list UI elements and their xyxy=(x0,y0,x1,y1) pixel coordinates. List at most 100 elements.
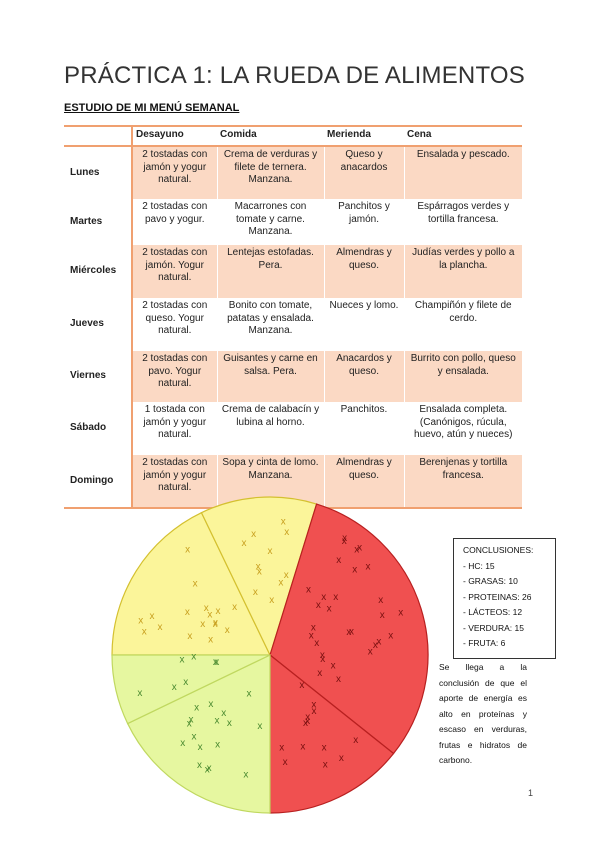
pie-marker: x xyxy=(215,716,220,727)
pie-marker: x xyxy=(368,646,373,657)
pie-marker: x xyxy=(303,718,308,729)
pie-marker: x xyxy=(197,760,202,771)
pie-marker: x xyxy=(221,708,226,719)
pie-marker: x xyxy=(216,606,221,617)
pie-marker: x xyxy=(183,677,188,688)
table-row: Viernes 2 tostadas con pavo. Yogur natur… xyxy=(64,351,522,402)
pie-marker: x xyxy=(187,719,192,730)
cena-cell: Ensalada y pescado. xyxy=(403,146,522,199)
pie-marker: x xyxy=(281,516,286,527)
pie-marker: x xyxy=(257,721,262,732)
comida-cell: Crema de verduras y filete de ternera. M… xyxy=(216,146,324,199)
desayuno-cell: 2 tostadas con pavo y yogur. xyxy=(131,199,217,245)
cena-cell: Judías verdes y pollo a la plancha. xyxy=(403,245,522,298)
pie-marker: x xyxy=(306,585,311,596)
day-label: Jueves xyxy=(64,298,133,351)
cena-cell: Ensalada completa. (Canónigos, rúcula, h… xyxy=(403,402,522,455)
pie-slice-grasas xyxy=(200,496,318,657)
pie-marker: x xyxy=(138,616,143,627)
conclusion-paragraph: Se llega a la conclusión de que el aport… xyxy=(439,662,527,765)
day-label: Martes xyxy=(64,199,133,245)
pie-marker: x xyxy=(376,636,381,647)
pie-marker: x xyxy=(311,699,316,710)
pie-marker: x xyxy=(257,567,262,578)
pie-marker: x xyxy=(205,765,210,776)
pie-slice-hc xyxy=(111,511,271,656)
pie-marker: x xyxy=(180,738,185,749)
page-title: PRÁCTICA 1: LA RUEDA DE ALIMENTOS xyxy=(64,62,525,89)
pie-marker: x xyxy=(339,753,344,764)
pie-marker: x xyxy=(366,561,371,572)
comida-cell: Lentejas estofadas. Pera. xyxy=(216,245,324,298)
pie-marker: x xyxy=(194,703,199,714)
desayuno-cell: 2 tostadas con jamón. Yogur natural. xyxy=(131,245,217,298)
conclusion-item: - PROTEINAS: 26 xyxy=(463,591,532,602)
pie-marker: x xyxy=(317,668,322,679)
pie-marker: x xyxy=(284,527,289,538)
pie-marker: x xyxy=(311,622,316,633)
pie-marker: x xyxy=(346,627,351,638)
comida-cell: Crema de calabacín y lubina al horno. xyxy=(216,402,324,455)
merienda-cell: Queso y anacardos xyxy=(323,146,404,199)
weekly-menu-table: Desayuno Comida Merienda Cena Lunes 2 to… xyxy=(64,125,522,509)
cena-cell: Burrito con pollo, queso y ensalada. xyxy=(403,351,522,402)
table-header-row: Desayuno Comida Merienda Cena xyxy=(64,125,522,147)
comida-cell: Macarrones con tomate y carne. Manzana. xyxy=(216,199,324,245)
pie-marker: x xyxy=(353,735,358,746)
desayuno-cell: 1 tostada con jamón y yogur natural. xyxy=(131,402,217,455)
pie-marker: x xyxy=(352,565,357,576)
pie-marker: x xyxy=(305,716,310,727)
cena-cell: Espárragos verdes y tortilla francesa. xyxy=(403,199,522,245)
pie-marker: x xyxy=(269,595,274,606)
pie-marker: x xyxy=(320,654,325,665)
table-row: Miércoles 2 tostadas con jamón. Yogur na… xyxy=(64,245,522,298)
pie-marker: x xyxy=(321,592,326,603)
table-row: Lunes 2 tostadas con jamón y yogur natur… xyxy=(64,146,522,199)
header-comida: Comida xyxy=(217,125,324,147)
pie-marker: x xyxy=(207,610,212,621)
pie-marker: x xyxy=(300,742,305,753)
merienda-cell: Nueces y lomo. xyxy=(323,298,404,351)
pie-marker: x xyxy=(373,640,378,651)
pie-marker: x xyxy=(314,638,319,649)
pie-marker: x xyxy=(192,732,197,743)
pie-marker: x xyxy=(342,536,347,547)
conclusion-item: - LÁCTEOS: 12 xyxy=(463,607,523,617)
pie-marker: x xyxy=(388,631,393,642)
pie-marker: x xyxy=(142,627,147,638)
conclusion-item: - VERDURA: 15 xyxy=(463,622,524,633)
day-label: Lunes xyxy=(64,146,133,199)
pie-marker: x xyxy=(278,578,283,589)
header-cena: Cena xyxy=(404,125,522,147)
pie-marker: x xyxy=(204,603,209,614)
desayuno-cell: 2 tostadas con pavo. Yogur natural. xyxy=(131,351,217,402)
pie-marker: x xyxy=(172,682,177,693)
pie-marker: x xyxy=(213,618,218,629)
pie-marker: x xyxy=(185,607,190,618)
pie-marker: x xyxy=(256,561,261,572)
pie-marker: x xyxy=(180,655,185,666)
cena-cell: Berenjenas y tortilla francesa. xyxy=(403,455,522,509)
pie-marker: x xyxy=(322,742,327,753)
pie-marker: x xyxy=(191,652,196,663)
pie-marker: x xyxy=(247,689,252,700)
pie-marker: x xyxy=(208,699,213,710)
conclusion-item: - FRUTA: 6 xyxy=(463,638,506,648)
pie-marker: x xyxy=(309,630,314,641)
merienda-cell: Almendras y queso. xyxy=(323,245,404,298)
pie-marker: x xyxy=(187,631,192,642)
pie-marker: x xyxy=(158,622,163,633)
pie-marker: x xyxy=(213,657,218,668)
day-label: Domingo xyxy=(64,455,133,509)
pie-marker: x xyxy=(227,718,232,729)
pie-marker: x xyxy=(225,625,230,636)
pie-marker: x xyxy=(193,579,198,590)
pie-marker: x xyxy=(336,674,341,685)
desayuno-cell: 2 tostadas con jamón y yogur natural. xyxy=(131,146,217,199)
pie-marker: x xyxy=(380,610,385,621)
pie-marker: x xyxy=(213,619,218,630)
pie-marker: x xyxy=(312,706,317,717)
pie-marker: x xyxy=(336,555,341,566)
page-number: 1 xyxy=(528,788,534,798)
pie-marker: x xyxy=(320,650,325,661)
